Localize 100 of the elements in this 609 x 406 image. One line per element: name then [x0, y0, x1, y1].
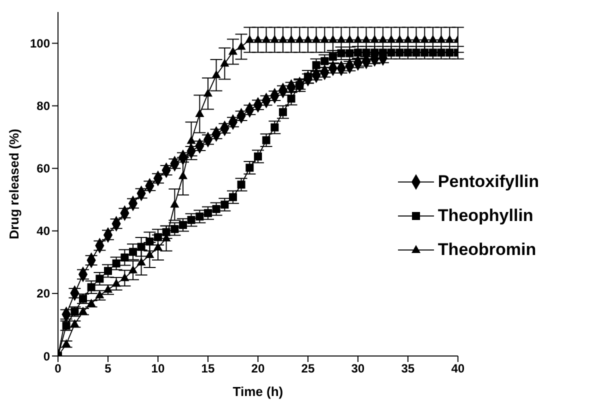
- point: [354, 48, 362, 57]
- point: [196, 212, 204, 221]
- point: [178, 220, 187, 229]
- point: [362, 48, 370, 57]
- x-tick-label: 5: [104, 362, 112, 376]
- point: [378, 34, 388, 43]
- y-tick-label: 20: [36, 286, 50, 301]
- point: [96, 274, 104, 283]
- point: [295, 34, 304, 43]
- point: [396, 48, 404, 57]
- y-tick-label: 80: [36, 99, 50, 114]
- x-axis-title: Time (h): [232, 384, 284, 399]
- y-axis-title: Drug released (%): [6, 128, 22, 240]
- point: [370, 34, 380, 43]
- point: [120, 273, 130, 282]
- point: [336, 34, 346, 43]
- point: [137, 242, 146, 251]
- point: [204, 209, 212, 218]
- point: [212, 205, 220, 214]
- point: [286, 34, 296, 43]
- point: [128, 248, 137, 256]
- point: [412, 34, 421, 43]
- point: [212, 70, 221, 78]
- point: [162, 228, 170, 236]
- point: [62, 339, 71, 348]
- point: [270, 34, 280, 43]
- point: [387, 48, 396, 57]
- point: [136, 257, 146, 266]
- point: [287, 94, 296, 103]
- x-tick-label: 0: [54, 362, 62, 376]
- point: [253, 34, 262, 43]
- point: [378, 48, 387, 57]
- point: [228, 46, 238, 55]
- point: [420, 34, 430, 43]
- point: [237, 180, 246, 189]
- point: [436, 34, 446, 43]
- point: [278, 108, 287, 116]
- point: [146, 238, 154, 246]
- point: [246, 164, 254, 172]
- point: [262, 136, 270, 144]
- point: [228, 193, 237, 202]
- point: [278, 34, 288, 43]
- point: [186, 136, 196, 144]
- x-tick-label: 25: [301, 362, 315, 376]
- point: [386, 34, 396, 43]
- point: [220, 58, 230, 67]
- point: [95, 290, 104, 298]
- point: [270, 123, 279, 132]
- point: [195, 108, 204, 117]
- point: [220, 200, 229, 209]
- point: [178, 171, 188, 180]
- point: [404, 48, 412, 57]
- point: [254, 152, 262, 160]
- x-tick-label: 35: [401, 362, 415, 376]
- legend-label: Theophyllin: [438, 206, 534, 226]
- point: [312, 34, 321, 43]
- point: [446, 48, 454, 57]
- point: [78, 306, 88, 315]
- point: [203, 88, 212, 97]
- legend-label: Pentoxifyllin: [438, 172, 539, 192]
- point: [128, 265, 138, 274]
- point: [154, 233, 162, 242]
- legend-label: Theobromin: [438, 240, 536, 260]
- point: [236, 42, 246, 50]
- point: [412, 48, 420, 57]
- point: [328, 34, 338, 43]
- point: [328, 52, 337, 61]
- point: [170, 225, 179, 234]
- x-tick-label: 30: [351, 362, 365, 376]
- y-tick-label: 60: [36, 162, 50, 176]
- x-tick-label: 15: [201, 362, 215, 376]
- point: [346, 49, 354, 58]
- point: [320, 34, 330, 43]
- point: [262, 34, 271, 43]
- point: [245, 34, 254, 43]
- point: [187, 216, 196, 224]
- x-tick-label: 40: [451, 362, 465, 376]
- point: [112, 259, 120, 268]
- point: [370, 48, 379, 57]
- x-tick-label: 20: [251, 362, 265, 376]
- point: [312, 61, 320, 70]
- point: [353, 34, 362, 43]
- point: [362, 34, 371, 43]
- point: [403, 34, 412, 43]
- point: [428, 34, 438, 43]
- y-tick-label: 0: [43, 349, 50, 364]
- point: [320, 57, 329, 66]
- point: [395, 34, 404, 43]
- point: [87, 283, 96, 292]
- point: [345, 34, 354, 43]
- point: [445, 34, 454, 43]
- point: [170, 200, 180, 208]
- point: [420, 48, 429, 57]
- point: [428, 48, 437, 57]
- y-tick-label: 40: [36, 224, 50, 238]
- point: [337, 49, 346, 58]
- y-tick-label: 100: [30, 36, 50, 51]
- point: [153, 242, 162, 250]
- x-tick-label: 10: [151, 362, 165, 376]
- point: [303, 34, 312, 43]
